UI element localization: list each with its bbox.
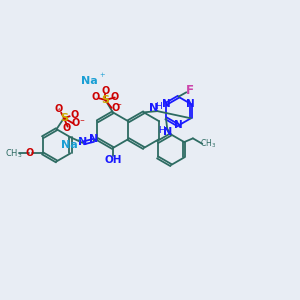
Text: $^-$: $^-$ bbox=[77, 116, 85, 125]
Text: O: O bbox=[55, 103, 63, 114]
Text: N: N bbox=[78, 136, 87, 147]
Text: CH$_3$: CH$_3$ bbox=[200, 138, 216, 150]
Text: OH: OH bbox=[104, 155, 122, 165]
Text: N: N bbox=[174, 121, 183, 130]
Text: O: O bbox=[70, 110, 79, 120]
Text: Na: Na bbox=[61, 140, 77, 150]
Text: N: N bbox=[162, 99, 170, 109]
Text: O: O bbox=[92, 92, 100, 103]
Text: O: O bbox=[72, 118, 80, 128]
Text: O: O bbox=[25, 148, 33, 158]
Text: CH$_3$: CH$_3$ bbox=[5, 147, 22, 160]
Text: N: N bbox=[163, 127, 172, 137]
Text: O: O bbox=[62, 123, 70, 133]
Text: O: O bbox=[111, 103, 119, 113]
Text: F: F bbox=[186, 84, 194, 97]
Text: N: N bbox=[187, 99, 195, 109]
Text: $^+$: $^+$ bbox=[98, 73, 106, 83]
Text: O: O bbox=[111, 92, 119, 103]
Text: Na: Na bbox=[81, 76, 98, 86]
Text: N: N bbox=[149, 103, 158, 113]
Text: H: H bbox=[158, 126, 165, 135]
Text: $^+$: $^+$ bbox=[75, 137, 83, 147]
Text: N: N bbox=[89, 134, 98, 144]
Text: S: S bbox=[60, 113, 68, 123]
Text: H: H bbox=[155, 102, 162, 111]
Text: $^-$: $^-$ bbox=[115, 101, 123, 110]
Text: O: O bbox=[101, 85, 110, 96]
Text: S: S bbox=[101, 95, 110, 105]
